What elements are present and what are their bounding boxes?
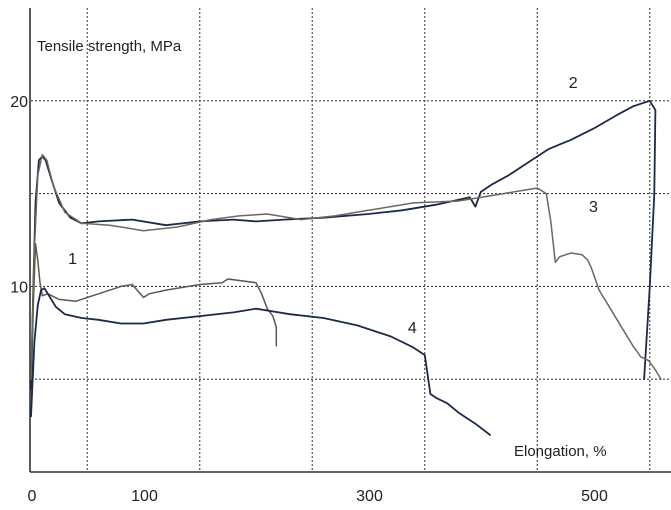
grid-lines <box>31 8 671 472</box>
x-tick-label: 100 <box>131 488 158 505</box>
x-tick-labels: 0 100 300 500 <box>28 488 608 505</box>
x-axis-label: Elongation, % <box>514 443 607 460</box>
series-3-line <box>30 153 662 380</box>
y-axis-label: Tensile strength, MPa <box>37 38 182 55</box>
x-tick-label: 500 <box>581 488 608 505</box>
x-tick-label: 300 <box>356 488 383 505</box>
series-4-label: 4 <box>408 320 417 337</box>
y-tick-labels: 10 20 <box>10 94 28 297</box>
series-1-line <box>30 242 278 399</box>
axes <box>29 8 671 473</box>
y-tick-label: 10 <box>10 279 28 296</box>
series-1-label: 1 <box>68 251 77 268</box>
series-lines <box>30 99 662 436</box>
series-4-line <box>30 287 491 436</box>
series-2-label: 2 <box>569 75 578 92</box>
series-2-line <box>30 99 657 390</box>
x-tick-label: 0 <box>28 488 37 505</box>
y-tick-label: 20 <box>10 94 28 111</box>
series-3-label: 3 <box>589 199 598 216</box>
series-labels: 1 2 3 4 <box>68 75 598 337</box>
